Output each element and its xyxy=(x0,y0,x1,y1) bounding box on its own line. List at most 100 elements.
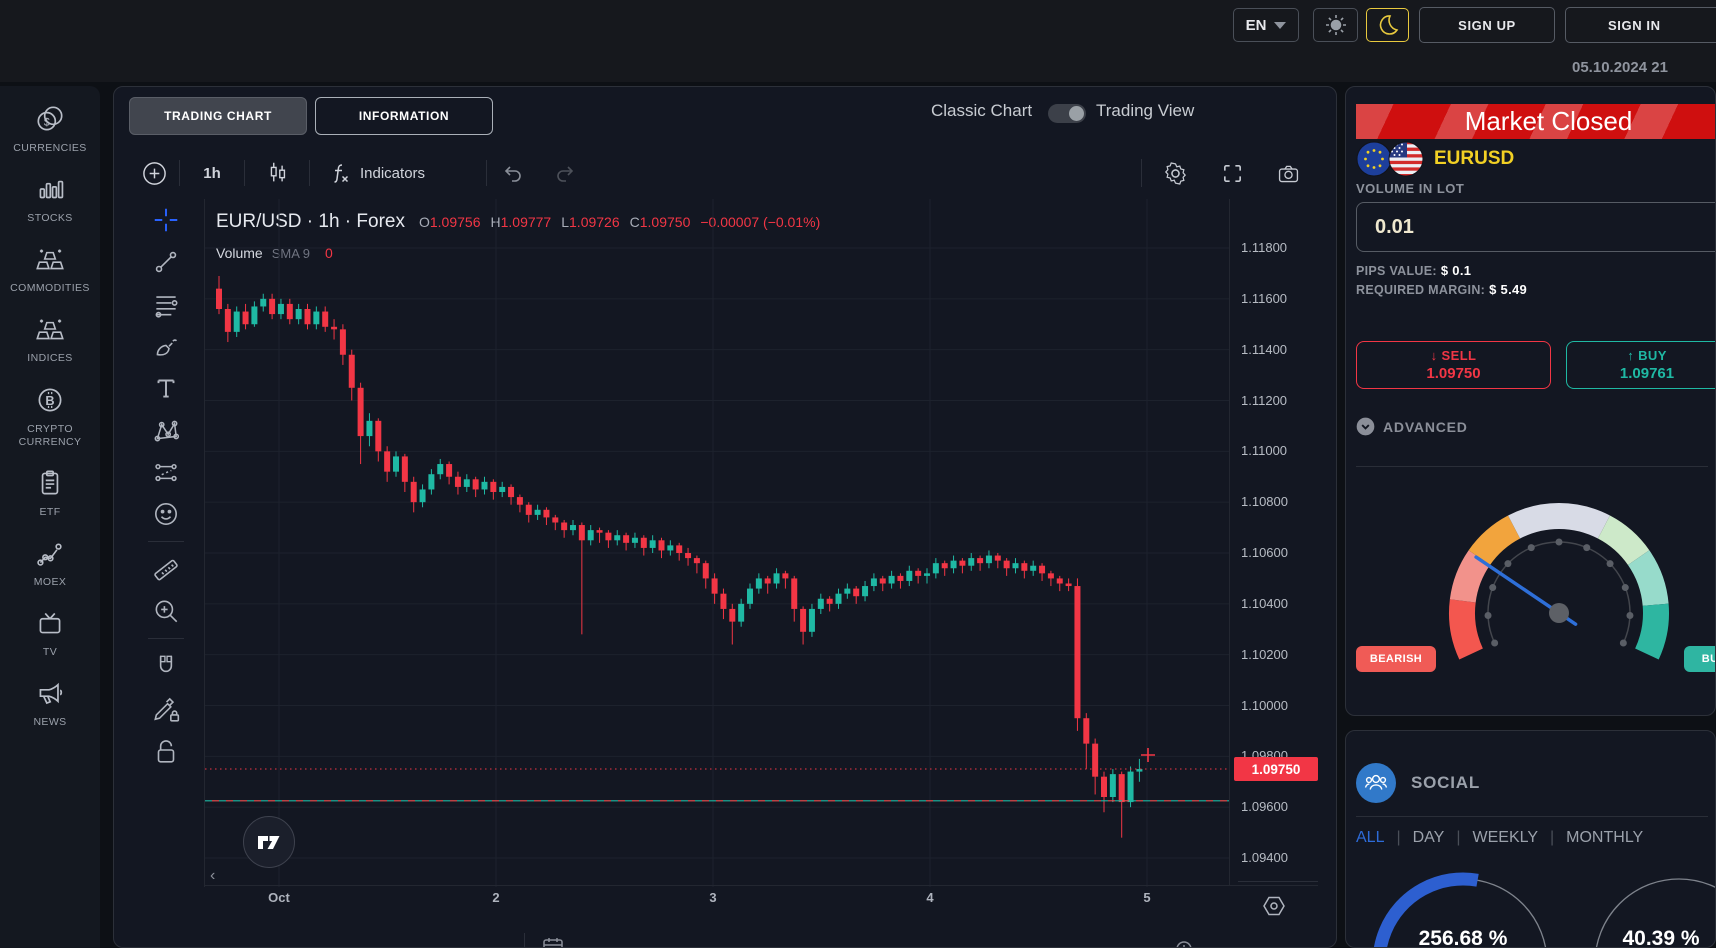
moon-icon xyxy=(1376,13,1400,37)
social-tab-all[interactable]: ALL xyxy=(1356,829,1385,846)
dark-theme-button[interactable] xyxy=(1366,8,1409,42)
sidebar-label: STOCKS xyxy=(27,212,73,225)
sidebar-item-tv[interactable]: TV xyxy=(2,606,98,659)
redo-button[interactable] xyxy=(539,161,591,185)
advanced-toggle[interactable]: ADVANCED xyxy=(1356,417,1468,436)
social-people-icon xyxy=(1356,763,1396,803)
candlestick-chart[interactable] xyxy=(205,199,1229,887)
tab-trading-chart[interactable]: TRADING CHART xyxy=(129,97,307,135)
price-axis-label: 1.11000 xyxy=(1241,443,1288,459)
sidebar-item-etf[interactable]: ETF xyxy=(2,466,98,519)
current-price-label: 1.09750 xyxy=(1234,757,1318,782)
add-symbol-button[interactable] xyxy=(129,160,179,187)
bullish-badge[interactable]: BULLISH xyxy=(1684,646,1715,672)
social-stat-value: 256.68 % xyxy=(1418,927,1508,948)
stocks-icon xyxy=(33,172,67,206)
sidebar-item-news[interactable]: NEWS xyxy=(2,676,98,729)
light-theme-button[interactable] xyxy=(1313,8,1358,42)
brush-tool[interactable] xyxy=(145,325,187,367)
sentiment-gauge xyxy=(1449,503,1669,660)
undo-button[interactable] xyxy=(487,161,539,185)
toggle-knob xyxy=(1069,106,1084,121)
margin-value: $ 5.49 xyxy=(1489,282,1528,297)
toolbar-plot-divider xyxy=(204,199,205,887)
eu-flag-icon xyxy=(1356,141,1392,177)
price-axis-label: 1.10400 xyxy=(1241,595,1288,611)
buy-price: 1.09761 xyxy=(1619,365,1675,382)
commodities-icon xyxy=(33,242,67,276)
social-panel: SOCIAL ALL | DAY | WEEKLY | MONTHLY 256.68 … xyxy=(1345,730,1716,948)
chart-type-button[interactable] xyxy=(245,160,309,186)
date-range-icon[interactable] xyxy=(542,937,564,947)
margin-label: REQUIRED MARGIN: xyxy=(1356,283,1486,297)
market-closed-banner: Market Closed xyxy=(1356,104,1715,139)
sidebar-label: MOEX xyxy=(33,575,67,588)
drawing-lock-tool[interactable] xyxy=(145,687,187,729)
measure-tool[interactable] xyxy=(145,548,187,590)
crosshair-tool[interactable] xyxy=(145,199,187,241)
ohlc-letter: L xyxy=(561,214,570,230)
bottom-settings-icon[interactable] xyxy=(1174,937,1194,947)
gear-icon xyxy=(1163,161,1188,186)
toolbar-separator xyxy=(148,638,184,639)
pips-value: $ 0.1 xyxy=(1440,263,1472,278)
toolbar-divider xyxy=(1141,159,1142,187)
sell-button[interactable]: ↓ SELL 1.09750 xyxy=(1356,341,1551,389)
screenshot-button[interactable] xyxy=(1268,159,1308,187)
sidebar-item-indices[interactable]: INDICES xyxy=(2,312,98,365)
scroll-left-chevron[interactable]: ‹ xyxy=(210,867,216,884)
social-tab-monthly[interactable]: MONTHLY xyxy=(1566,829,1644,846)
sidebar-item-moex[interactable]: MOEX xyxy=(2,536,98,589)
chevron-down-circle-icon xyxy=(1356,417,1375,436)
chart-card: TRADING CHART INFORMATION Classic Chart … xyxy=(113,86,1337,948)
sidebar-item-commodities[interactable]: COMMODITIES xyxy=(2,242,98,295)
fullscreen-button[interactable] xyxy=(1212,159,1252,187)
crypto-icon: B xyxy=(33,383,67,417)
xabcd-pattern-tool[interactable] xyxy=(145,409,187,451)
magnet-tool[interactable] xyxy=(145,645,187,687)
buy-button[interactable]: ↑ BUY 1.09761 xyxy=(1566,341,1715,389)
pips-value-row: PIPS VALUE: $ 0.1 xyxy=(1356,263,1471,278)
social-tab-weekly[interactable]: WEEKLY xyxy=(1472,829,1539,846)
tab-trading-chart-label: TRADING CHART xyxy=(164,109,272,123)
time-axis-label: 3 xyxy=(709,890,717,905)
symbol-title[interactable]: EUR/USD · 1h · Forex xyxy=(216,211,405,232)
text-tool[interactable] xyxy=(145,367,187,409)
sign-up-label: SIGN UP xyxy=(1458,17,1516,33)
chart-settings-button[interactable] xyxy=(1155,159,1195,187)
trend-line-tool[interactable] xyxy=(145,241,187,283)
sidebar-item-crypto[interactable]: B CRYPTO CURRENCY xyxy=(2,383,98,449)
price-axis-line xyxy=(1229,199,1230,886)
indicators-button[interactable]: Indicators xyxy=(310,161,460,185)
tradingview-logo[interactable] xyxy=(243,816,295,868)
chart-view-toggle[interactable] xyxy=(1048,104,1086,123)
tab-information[interactable]: INFORMATION xyxy=(315,97,493,135)
long-short-position-tool[interactable] xyxy=(145,451,187,493)
volume-input[interactable] xyxy=(1356,202,1715,252)
social-tab-day[interactable]: DAY xyxy=(1412,829,1445,846)
sign-up-button[interactable]: SIGN UP xyxy=(1419,7,1555,43)
advanced-divider xyxy=(1356,466,1708,467)
drawing-toolbar xyxy=(129,199,203,947)
bearish-badge[interactable]: BEARISH xyxy=(1356,646,1436,672)
sign-in-button[interactable]: SIGN IN xyxy=(1565,7,1716,43)
news-icon xyxy=(33,676,67,710)
sell-label: SELL xyxy=(1441,348,1477,363)
timezone-settings-icon[interactable] xyxy=(1260,892,1288,925)
fib-retracement-tool[interactable] xyxy=(145,283,187,325)
price-axis-label: 1.11800 xyxy=(1241,240,1288,255)
emoji-tool[interactable] xyxy=(145,493,187,535)
sidebar-item-currencies[interactable]: $ CURRENCIES xyxy=(2,102,98,155)
lock-all-tool[interactable] xyxy=(145,729,187,771)
indices-icon xyxy=(33,312,67,346)
interval-button[interactable]: 1h xyxy=(180,165,244,182)
ohlc-value: 1.09726 xyxy=(569,214,620,230)
sidebar-item-stocks[interactable]: STOCKS xyxy=(2,172,98,225)
language-selector[interactable]: EN xyxy=(1233,8,1299,42)
language-label: EN xyxy=(1245,16,1267,34)
classic-chart-label: Classic Chart xyxy=(931,101,1033,120)
zoom-in-tool[interactable] xyxy=(145,590,187,632)
volume-value: 0 xyxy=(325,245,333,261)
price-axis-label: 1.10200 xyxy=(1241,646,1288,662)
tv-icon xyxy=(33,606,67,640)
